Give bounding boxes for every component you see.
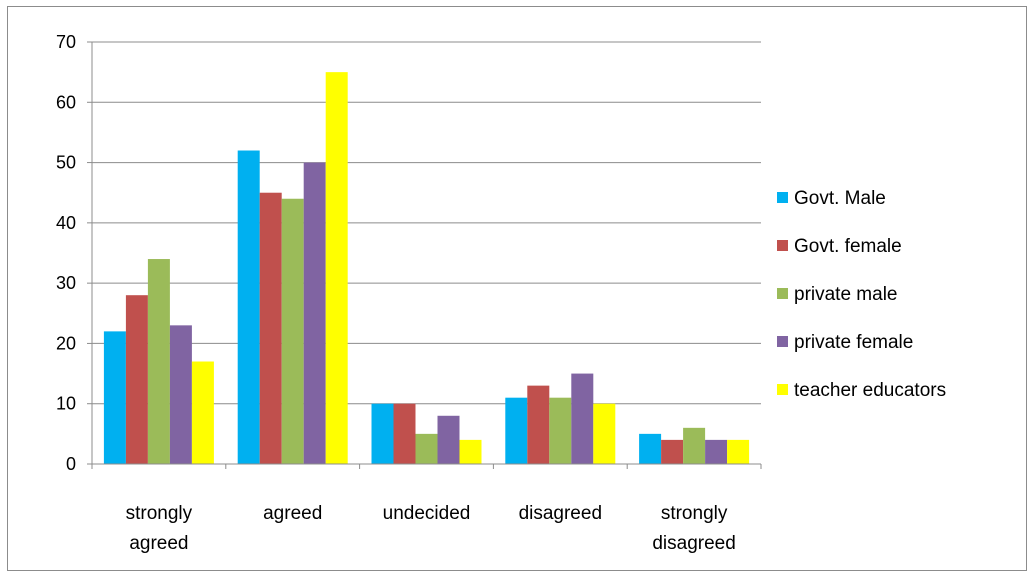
legend-label: Govt. female [794, 236, 902, 257]
legend-swatch [777, 336, 788, 347]
y-tick-label: 10 [56, 394, 76, 414]
y-tick-label: 20 [56, 333, 76, 353]
bar-teacher-educators [593, 403, 616, 464]
y-tick-label: 70 [56, 32, 76, 52]
legend-label: teacher educators [794, 380, 946, 401]
axes [87, 41, 762, 469]
legend-label: private male [794, 284, 898, 305]
bar-private-female [169, 325, 192, 464]
bar-govt-male [237, 150, 260, 464]
gridlines [92, 41, 761, 405]
y-tick-label: 0 [66, 454, 76, 474]
x-category-labels: strongly agreed agreed undecided disagreed st… [126, 503, 736, 554]
bar-private-male [549, 397, 572, 464]
y-tick-label: 50 [56, 153, 76, 173]
bar-govt-female [661, 439, 684, 464]
y-tick-label: 30 [56, 273, 76, 293]
bar-govt-male [639, 433, 662, 464]
bar-private-male [415, 433, 438, 464]
bar-teacher-educators [459, 439, 482, 464]
legend-swatch [777, 384, 788, 395]
bar-govt-female [125, 295, 148, 464]
bar-private-female [437, 415, 460, 464]
y-tick-labels: 0 10 20 30 40 50 60 70 [56, 32, 76, 474]
bar-govt-male [371, 403, 394, 464]
x-category-label: disagreed [652, 533, 735, 554]
y-tick-label: 60 [56, 92, 76, 112]
legend-swatch [777, 240, 788, 251]
x-category-label: agreed [263, 503, 322, 524]
bar-govt-female [527, 385, 550, 464]
x-category-label: strongly [126, 503, 193, 524]
bar-teacher-educators [325, 72, 348, 465]
legend: Govt. Male Govt. female private male privat… [777, 188, 946, 401]
bar-private-female [705, 439, 728, 464]
legend-swatch [777, 192, 788, 203]
bar-private-female [571, 373, 594, 464]
legend-label: private female [794, 332, 913, 353]
bar-private-male [281, 198, 304, 464]
bar-chart: 0 10 20 30 40 50 60 70 strongly agreed agreed unde… [56, 32, 946, 554]
bar-govt-female [393, 403, 416, 464]
x-category-label: strongly [661, 503, 728, 524]
y-tick-label: 40 [56, 213, 76, 233]
bar-teacher-educators [727, 439, 750, 464]
x-category-label: disagreed [519, 503, 602, 524]
chart-frame: 0 10 20 30 40 50 60 70 strongly agreed agreed unde… [7, 6, 1027, 571]
bars [103, 72, 750, 465]
bar-govt-male [505, 397, 528, 464]
bar-private-male [147, 259, 170, 464]
x-category-label: agreed [129, 533, 188, 554]
bar-private-male [683, 427, 706, 464]
bar-govt-female [259, 192, 282, 464]
legend-label: Govt. Male [794, 188, 886, 209]
bar-teacher-educators [191, 361, 214, 464]
legend-swatch [777, 288, 788, 299]
bar-private-female [303, 162, 326, 465]
bar-govt-male [103, 331, 126, 464]
x-category-label: undecided [383, 503, 471, 524]
